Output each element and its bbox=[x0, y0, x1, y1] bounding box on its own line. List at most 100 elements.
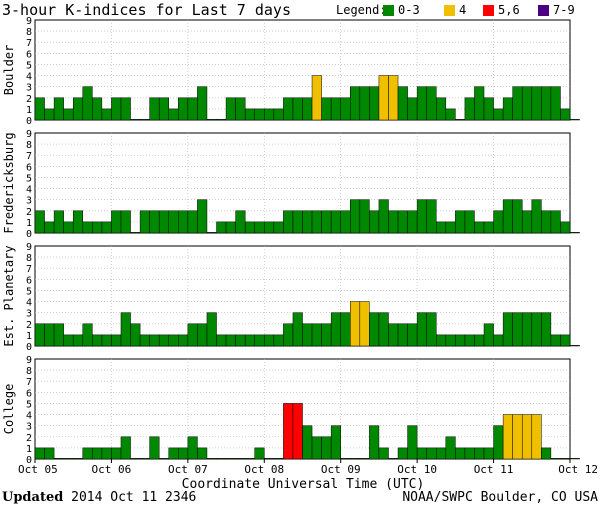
y-tick-label: 1 bbox=[26, 444, 32, 455]
bar-fredericksburg-14 bbox=[158, 210, 169, 234]
legend: 0-3 4 5,6 7-9 bbox=[383, 3, 575, 17]
legend-swatch-3 bbox=[483, 5, 494, 16]
bar-est-planetary-39 bbox=[397, 323, 408, 347]
bar-fredericksburg-7 bbox=[92, 221, 103, 234]
bar-college-55 bbox=[550, 458, 561, 460]
x-tick-label: Oct 06 bbox=[92, 463, 132, 476]
bar-boulder-6 bbox=[82, 86, 93, 121]
bar-est-planetary-30 bbox=[311, 323, 322, 347]
bar-boulder-32 bbox=[330, 97, 341, 121]
bar-fredericksburg-9 bbox=[111, 210, 122, 234]
bar-est-planetary-11 bbox=[130, 323, 141, 347]
bar-boulder-50 bbox=[502, 97, 513, 121]
bar-est-planetary-44 bbox=[445, 334, 456, 347]
bar-college-6 bbox=[82, 447, 93, 460]
bar-fredericksburg-30 bbox=[311, 210, 322, 234]
bar-boulder-4 bbox=[63, 108, 74, 121]
bar-fredericksburg-5 bbox=[72, 210, 84, 234]
bar-boulder-26 bbox=[273, 108, 284, 121]
bar-boulder-24 bbox=[254, 108, 265, 121]
bar-boulder-38 bbox=[388, 75, 399, 121]
y-tick-label: 9 bbox=[26, 355, 32, 366]
legend-label: Legend: bbox=[336, 3, 387, 17]
bar-boulder-41 bbox=[416, 86, 427, 121]
y-tick-label: 6 bbox=[26, 49, 32, 60]
x-tick-label: Oct 09 bbox=[321, 463, 361, 476]
bar-boulder-25 bbox=[264, 108, 275, 121]
bar-college-21 bbox=[225, 458, 236, 460]
bar-fredericksburg-47 bbox=[474, 221, 485, 234]
bar-boulder-47 bbox=[474, 86, 485, 121]
bar-boulder-45 bbox=[455, 119, 466, 121]
bar-est-planetary-56 bbox=[560, 334, 571, 347]
bar-est-planetary-8 bbox=[101, 334, 112, 347]
bar-fredericksburg-44 bbox=[445, 221, 456, 234]
bar-college-33 bbox=[340, 458, 351, 460]
y-tick-label: 6 bbox=[26, 275, 32, 286]
bar-fredericksburg-23 bbox=[244, 221, 255, 234]
updated-stamp: Updated 2014 Oct 11 2346 bbox=[2, 490, 196, 505]
bar-est-planetary-1 bbox=[34, 323, 45, 347]
bar-fredericksburg-57 bbox=[569, 232, 580, 234]
bar-est-planetary-23 bbox=[244, 334, 255, 347]
y-tick-label: 4 bbox=[26, 72, 32, 83]
bar-college-9 bbox=[111, 447, 122, 460]
bar-boulder-30 bbox=[311, 75, 322, 121]
bar-fredericksburg-6 bbox=[82, 221, 93, 234]
bar-college-47 bbox=[474, 447, 485, 460]
bar-est-planetary-29 bbox=[302, 323, 313, 347]
bar-college-38 bbox=[388, 458, 399, 460]
bar-boulder-33 bbox=[340, 97, 351, 121]
bar-fredericksburg-34 bbox=[350, 199, 361, 234]
bar-college-40 bbox=[407, 425, 418, 460]
bar-fredericksburg-36 bbox=[369, 210, 380, 234]
bar-college-52 bbox=[521, 414, 533, 460]
bar-fredericksburg-28 bbox=[292, 210, 303, 234]
bar-college-48 bbox=[483, 447, 494, 460]
bar-college-16 bbox=[178, 447, 189, 460]
bar-est-planetary-5 bbox=[72, 334, 84, 347]
y-tick-label: 0 bbox=[26, 229, 32, 240]
bar-college-4 bbox=[63, 458, 74, 460]
bar-college-14 bbox=[158, 458, 169, 460]
x-tick-label: Oct 08 bbox=[244, 463, 284, 476]
bar-fredericksburg-31 bbox=[321, 210, 332, 234]
station-label: Est. Planetary bbox=[2, 245, 16, 346]
bar-est-planetary-53 bbox=[531, 312, 542, 347]
footer: Updated 2014 Oct 11 2346 NOAA/SWPC Bould… bbox=[2, 490, 598, 508]
bar-college-36 bbox=[369, 425, 380, 460]
bar-est-planetary-40 bbox=[407, 323, 418, 347]
bar-est-planetary-10 bbox=[120, 312, 131, 347]
bar-fredericksburg-12 bbox=[139, 210, 150, 234]
bar-boulder-49 bbox=[493, 108, 504, 121]
bar-est-planetary-28 bbox=[292, 312, 303, 347]
bar-est-planetary-37 bbox=[378, 312, 389, 347]
bar-college-30 bbox=[311, 436, 322, 460]
y-tick-label: 3 bbox=[26, 83, 32, 94]
y-tick-label: 1 bbox=[26, 218, 32, 229]
bar-college-56 bbox=[560, 458, 571, 460]
bar-fredericksburg-27 bbox=[283, 210, 294, 234]
bar-boulder-7 bbox=[92, 97, 103, 121]
bar-fredericksburg-50 bbox=[502, 199, 513, 234]
bar-fredericksburg-54 bbox=[541, 210, 552, 234]
y-tick-label: 6 bbox=[26, 162, 32, 173]
bar-college-20 bbox=[216, 458, 227, 460]
bar-fredericksburg-26 bbox=[273, 221, 284, 234]
bar-boulder-46 bbox=[464, 97, 475, 121]
bar-boulder-3 bbox=[53, 97, 64, 121]
y-tick-label: 1 bbox=[26, 331, 32, 342]
bar-college-28 bbox=[292, 403, 303, 460]
bar-boulder-34 bbox=[350, 86, 361, 121]
bar-est-planetary-9 bbox=[111, 334, 122, 347]
y-tick-label: 4 bbox=[26, 411, 32, 422]
bar-boulder-55 bbox=[550, 86, 561, 121]
bar-fredericksburg-49 bbox=[493, 210, 504, 234]
bar-boulder-56 bbox=[560, 108, 571, 121]
bar-est-planetary-50 bbox=[502, 312, 513, 347]
bar-fredericksburg-2 bbox=[44, 221, 55, 234]
bar-est-planetary-41 bbox=[416, 312, 427, 347]
bar-est-planetary-54 bbox=[541, 312, 552, 347]
bar-fredericksburg-32 bbox=[330, 210, 341, 234]
